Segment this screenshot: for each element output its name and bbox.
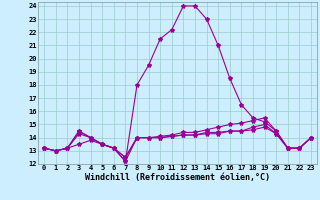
X-axis label: Windchill (Refroidissement éolien,°C): Windchill (Refroidissement éolien,°C) (85, 173, 270, 182)
